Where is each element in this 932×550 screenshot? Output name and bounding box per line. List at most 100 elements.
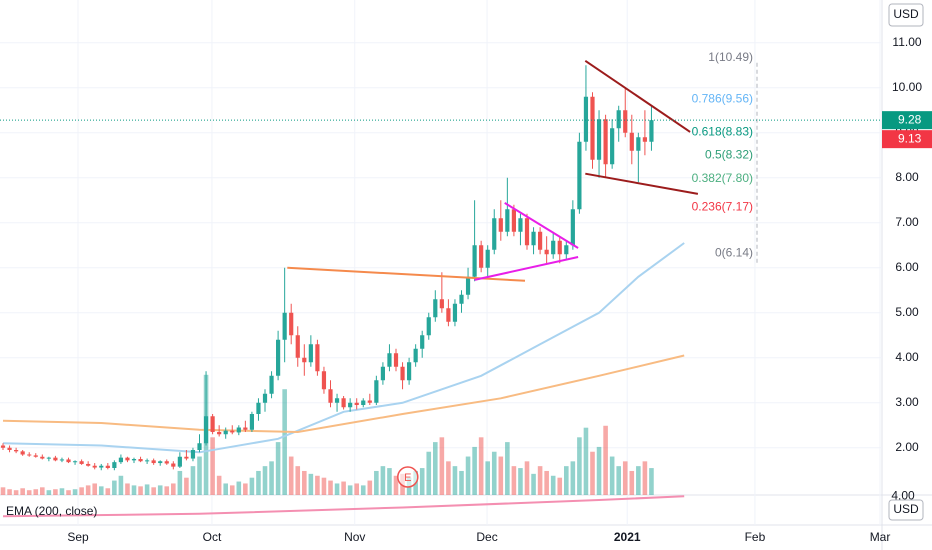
candle-body — [40, 456, 45, 459]
candle-body — [210, 416, 215, 432]
currency-box[interactable] — [888, 3, 924, 27]
volume-bar — [518, 468, 523, 495]
currency-box[interactable] — [888, 499, 924, 521]
candle-body — [459, 294, 464, 304]
x-tick-label: Mar — [870, 530, 891, 544]
volume-bar — [295, 466, 301, 495]
volume-bar — [20, 488, 25, 495]
volume-bar — [472, 446, 477, 495]
volume-bar — [642, 461, 648, 495]
candle-body — [374, 380, 379, 403]
volume-bar — [334, 483, 340, 495]
candle-body — [7, 447, 12, 450]
candle-body — [230, 430, 235, 433]
candle-body — [321, 371, 327, 390]
candle-body — [348, 402, 353, 408]
volume-bar — [0, 487, 6, 495]
volume-bar — [164, 486, 170, 495]
candle-body — [295, 335, 300, 358]
volume-bar — [72, 489, 78, 495]
volume-bar — [236, 481, 242, 495]
candle-body — [197, 443, 202, 450]
volume-bar — [229, 485, 235, 495]
candle-body — [236, 427, 241, 433]
candle-body — [629, 132, 634, 151]
candle-body — [642, 137, 647, 142]
candle-body — [426, 317, 431, 336]
candle-body — [315, 344, 320, 372]
volume-bar — [190, 466, 196, 495]
candle-body — [420, 335, 425, 349]
volume-bar — [511, 466, 517, 495]
volume-bar — [282, 389, 287, 495]
candle-body — [302, 357, 307, 363]
volume-bar — [590, 451, 595, 495]
candle-body — [380, 366, 385, 381]
candle-body — [20, 451, 25, 455]
y-tick-label: 4.00 — [895, 350, 919, 364]
candle-body — [492, 218, 497, 250]
volume-bar — [354, 483, 359, 495]
volume-bar — [596, 446, 602, 495]
volume-bar — [347, 485, 353, 495]
volume-bar — [393, 475, 399, 495]
candle-body — [367, 400, 372, 403]
candle-body — [203, 416, 209, 444]
volume-bar — [269, 461, 274, 495]
volume-bar — [131, 485, 137, 495]
candle-body — [262, 393, 268, 403]
volume-bar — [616, 466, 621, 495]
volume-bar — [433, 442, 438, 495]
volume-bar — [446, 461, 451, 495]
candle-body — [538, 231, 543, 250]
candle-body — [33, 455, 38, 457]
candle-body — [524, 218, 530, 246]
volume-bar — [223, 483, 228, 495]
volume-bar — [40, 487, 45, 495]
volume-bar — [636, 466, 641, 495]
currency[interactable]: USD — [893, 7, 919, 21]
x-tick-label: Nov — [344, 530, 365, 544]
y-tick-label: 2.00 — [895, 440, 919, 454]
candle-body — [72, 461, 78, 463]
candle-body — [125, 457, 130, 461]
candle-body — [439, 299, 444, 309]
volume-bar — [85, 485, 91, 495]
volume-bar — [138, 486, 143, 495]
volume-bar — [498, 456, 504, 495]
candle-body — [393, 353, 399, 367]
y-tick-label: 10.00 — [892, 80, 922, 94]
volume-bar — [609, 456, 615, 495]
candle-body — [151, 460, 156, 464]
candle-body — [433, 299, 438, 318]
event-marker — [397, 466, 419, 488]
candle-body — [289, 312, 294, 336]
y-tick-label: 11.00 — [892, 35, 921, 49]
volume-bar — [439, 437, 445, 495]
candle-body — [531, 231, 536, 246]
candle-body — [66, 459, 71, 463]
candle-body — [256, 402, 261, 414]
currency[interactable]: USD — [893, 502, 919, 516]
volume-bar — [33, 489, 39, 495]
candle-body — [177, 456, 182, 467]
candle-body — [564, 245, 569, 255]
x-tick-label: Oct — [203, 530, 222, 544]
volume-bar — [26, 490, 32, 495]
volume-bar — [184, 477, 189, 495]
volume-bar — [367, 480, 373, 495]
volume-bar — [7, 489, 12, 495]
candle-body — [14, 450, 19, 452]
candle-body — [190, 450, 196, 459]
volume-bar — [92, 483, 98, 495]
last-price-label: 9.28 — [898, 112, 922, 126]
candle-body — [636, 137, 641, 151]
candle-body — [145, 460, 150, 462]
candle-body — [308, 344, 313, 363]
fib-label: 0(6.14) — [715, 246, 753, 260]
volume-bar — [537, 466, 543, 495]
volume-bar — [118, 475, 124, 495]
candle-body — [354, 402, 359, 405]
candle-body — [485, 249, 490, 268]
volume-bar — [426, 451, 432, 495]
